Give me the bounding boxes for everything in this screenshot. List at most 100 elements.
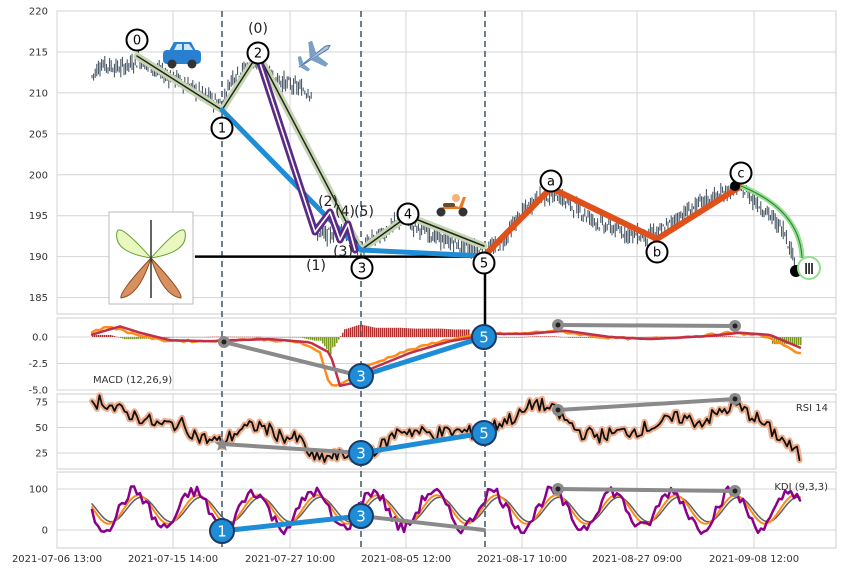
correction-wave-path bbox=[481, 183, 744, 259]
rsi-top-line bbox=[556, 397, 737, 412]
macd-hist-bar bbox=[778, 337, 780, 345]
macd-hist-bar bbox=[172, 337, 174, 338]
y-tick-label: -5.0 bbox=[28, 386, 48, 397]
macd-hist-bar bbox=[446, 328, 448, 337]
macd-hist-bar bbox=[216, 336, 218, 338]
macd-hist-bar bbox=[186, 337, 188, 338]
macd-hist-bar bbox=[736, 336, 738, 338]
macd-hist-bar bbox=[384, 327, 386, 337]
macd-hist-bar bbox=[104, 334, 106, 337]
macd-hist-bar bbox=[404, 328, 406, 337]
macd-hist-bar bbox=[434, 328, 436, 337]
macd-hist-bar bbox=[96, 334, 98, 337]
macd-hist-bar bbox=[244, 336, 246, 338]
scooter-wheel bbox=[458, 207, 468, 217]
macd-hist-bar bbox=[278, 337, 280, 338]
macd-hist-bar bbox=[756, 337, 758, 338]
macd-divergence-line bbox=[222, 340, 363, 378]
butterfly-inset-icon bbox=[108, 211, 194, 305]
macd-hist-bar bbox=[260, 336, 262, 338]
macd-hist-bar bbox=[554, 336, 556, 337]
macd-hist-bar bbox=[424, 328, 426, 337]
macd-hist-bar bbox=[402, 327, 404, 337]
macd-hist-bar bbox=[576, 337, 578, 338]
macd-hist-bar bbox=[346, 328, 348, 337]
macd-hist-bar bbox=[320, 337, 322, 341]
macd-hist-bar bbox=[540, 336, 542, 337]
macd-hist-bar bbox=[334, 337, 336, 347]
macd-hist-bar bbox=[740, 337, 742, 338]
macd-hist-bar bbox=[128, 337, 130, 340]
divergence-marker-core bbox=[555, 407, 561, 413]
macd-hist-bar bbox=[106, 334, 108, 337]
macd-hist-bar bbox=[790, 337, 792, 345]
macd-hist-bar bbox=[510, 337, 512, 338]
divergence-marker-core bbox=[555, 322, 561, 328]
macd-hist-bar bbox=[430, 328, 432, 337]
macd-hist-bar bbox=[170, 337, 172, 338]
macd-hist-bar bbox=[662, 336, 664, 338]
macd-hist-bar bbox=[194, 337, 196, 338]
macd-hist-bar bbox=[396, 327, 398, 337]
macd-hist-bar bbox=[794, 337, 796, 345]
macd-hist-bar bbox=[142, 337, 144, 339]
macd-hist-bar bbox=[584, 337, 586, 338]
macd-hist-bar bbox=[176, 337, 178, 338]
scooter-wheel bbox=[436, 207, 446, 217]
macd-hist-bar bbox=[350, 327, 352, 337]
macd-hist-bar bbox=[360, 324, 362, 337]
macd-hist-bar bbox=[590, 337, 592, 338]
macd-hist-bar bbox=[718, 336, 720, 337]
y-tick-label: 0.0 bbox=[32, 333, 48, 344]
macd-hist-bar bbox=[100, 334, 102, 337]
macd-hist-bar bbox=[218, 336, 220, 338]
rsi-marker-3: 3 bbox=[356, 445, 366, 463]
macd-hist-bar bbox=[314, 337, 316, 341]
macd-top-line bbox=[556, 323, 737, 328]
plane-fuselage bbox=[298, 44, 331, 68]
macd-hist-bar bbox=[742, 337, 744, 338]
macd-hist-bar bbox=[418, 328, 420, 337]
macd-hist-bar bbox=[138, 337, 140, 339]
wing bbox=[150, 229, 186, 259]
macd-hist-bar bbox=[102, 334, 104, 337]
macd-hist-bar bbox=[420, 328, 422, 337]
macd-hist-bar bbox=[580, 337, 582, 338]
wave-label-2-circle bbox=[246, 41, 270, 65]
y-tick-label: 220 bbox=[29, 7, 48, 18]
macd-hist-bar bbox=[98, 334, 100, 337]
macd-hist-bar bbox=[336, 337, 338, 344]
macd-hist-bar bbox=[352, 326, 354, 337]
macd-hist-bar bbox=[734, 336, 736, 338]
macd-hist-bar bbox=[296, 337, 298, 338]
macd-hist-bar bbox=[146, 337, 148, 339]
macd-hist-bar bbox=[796, 337, 798, 345]
macd-hist-bar bbox=[444, 328, 446, 337]
macd-hist-bar bbox=[208, 336, 210, 338]
macd-hist-bar bbox=[370, 326, 372, 337]
wave-label-iii-circle bbox=[797, 256, 821, 280]
macd-hist-bar bbox=[550, 336, 552, 337]
y-tick-label: 215 bbox=[29, 47, 48, 58]
macd-hist-bar bbox=[258, 336, 260, 338]
macd-marker-5: 5 bbox=[479, 329, 489, 347]
macd-hist-bar bbox=[716, 336, 718, 337]
macd-hist-bar bbox=[376, 327, 378, 337]
rsi-divergence-line bbox=[220, 442, 363, 455]
macd-hist-bar bbox=[116, 336, 118, 338]
kdj-divergence-line bbox=[359, 514, 486, 532]
macd-hist-bar bbox=[664, 336, 666, 338]
macd-hist-bar bbox=[364, 325, 366, 337]
macd-hist-bar bbox=[516, 337, 518, 338]
macd-hist-bar bbox=[210, 336, 212, 338]
macd-hist-bar bbox=[120, 337, 122, 339]
macd-hist-bar bbox=[508, 337, 510, 338]
macd-hist-bar bbox=[518, 337, 520, 338]
divergence-marker-core bbox=[732, 488, 738, 494]
macd-hist-bar bbox=[572, 337, 574, 338]
macd-hist-bar bbox=[638, 337, 640, 338]
macd-hist-bar bbox=[344, 329, 346, 337]
macd-hist-bar bbox=[432, 328, 434, 337]
macd-hist-bar bbox=[200, 337, 202, 338]
